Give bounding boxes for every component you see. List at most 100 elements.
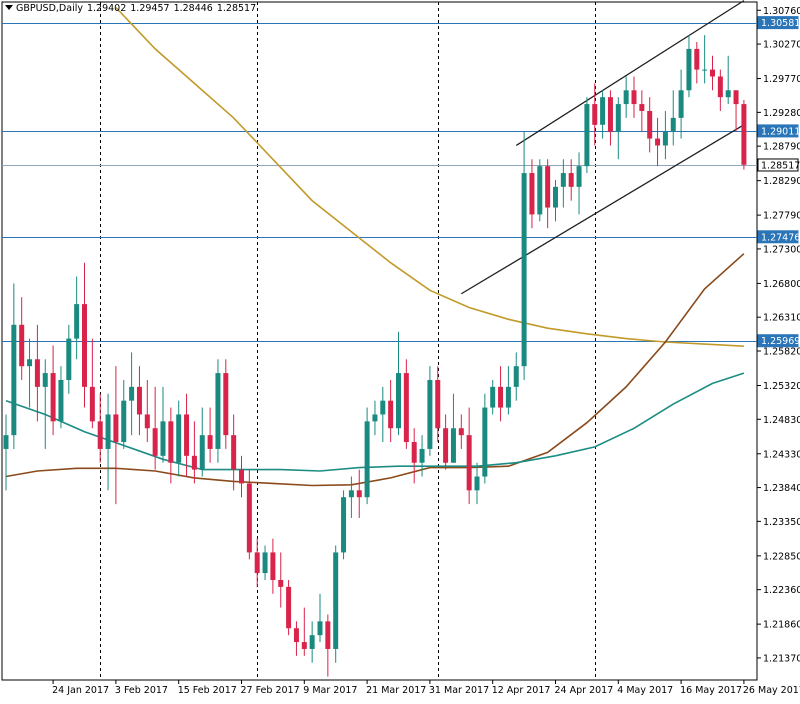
bear-candle-body [50,373,56,422]
bear-candle-body [733,90,739,105]
x-tick-label: 15 Feb 2017 [178,685,237,696]
bear-candle-body [231,435,237,470]
bear-candle-body [631,90,637,105]
bear-candle-body [191,455,197,470]
bear-candle-body [152,428,158,456]
y-tick-label: 1.28290 [763,176,800,187]
bear-candle-body [301,642,307,649]
bull-candle-body [505,386,511,408]
bear-candle-body [82,304,87,387]
bear-candle-body [270,552,276,580]
y-tick-label: 1.21860 [763,620,800,631]
bull-candle-body [521,173,527,367]
y-tick-label: 1.25320 [763,381,800,392]
x-tick-label: 27 Feb 2017 [241,685,300,696]
bear-candle-body [168,421,174,463]
bull-candle-body [105,414,111,449]
bull-candle-body [121,400,127,443]
bull-candle-body [380,400,386,415]
bear-candle-body [144,414,150,429]
price-tag [757,158,799,172]
bear-candle-body [356,490,362,498]
y-tick-label: 1.21370 [763,653,800,664]
bull-candle-body [11,324,17,436]
bear-candle-body [254,552,260,574]
bear-candle-body [403,373,409,443]
bull-candle-body [702,69,708,71]
bull-candle-body [623,90,629,105]
y-tick-label: 1.24830 [763,415,800,426]
bear-candle-body [97,421,103,449]
y-tick-label: 1.26800 [763,279,800,290]
bull-candle-body [482,407,488,477]
bull-candle-body [215,373,221,449]
y-tick-label: 1.25820 [763,347,800,358]
bear-candle-body [223,373,229,436]
bull-candle-body [333,552,339,649]
chart-header: GBPUSD,Daily 1.29402 1.29457 1.28446 1.28517 [5,3,256,14]
bull-candle-body [176,414,182,463]
bear-candle-body [647,110,653,139]
bear-candle-body [710,69,715,77]
x-tick-label: 21 Mar 2017 [366,685,426,696]
moving-average-line [115,6,744,347]
price-tag [757,334,799,348]
bear-candle-body [466,435,472,491]
bull-candle-body [199,435,205,470]
y-tick-label: 1.29770 [763,74,800,85]
bear-candle-body [89,386,95,422]
bull-candle-body [419,448,425,463]
bull-candle-body [74,304,80,339]
y-tick-label: 1.22850 [763,551,800,562]
dropdown-triangle-icon[interactable] [5,5,13,10]
bear-candle-body [458,428,464,436]
bull-candle-body [474,476,480,491]
bear-candle-body [239,469,244,484]
price-tag [757,124,799,138]
bear-candle-body [411,442,417,463]
moving-average-line [5,253,745,487]
bull-candle-body [372,414,378,422]
bear-candle-body [136,386,142,415]
x-tick-label: 4 May 2017 [617,685,673,696]
bull-candle-body [600,97,606,125]
y-tick-label: 1.23350 [763,517,800,528]
price-tag-label: 1.29011 [761,126,800,137]
bear-candle-body [655,138,661,146]
bull-candle-body [450,428,456,463]
bear-candle-body [694,48,700,70]
x-tick-label: 16 May 2017 [680,685,742,696]
bull-candle-body [615,104,621,132]
open-value: 1.29402 [86,3,127,14]
bear-candle-body [568,173,574,187]
bull-candle-body [576,166,582,187]
bear-candle-body [639,104,645,111]
bull-candle-body [553,186,558,208]
bull-candle-body [58,379,64,422]
price-tag-label: 1.27476 [761,232,800,243]
bull-candle-body [66,338,72,380]
bull-candle-body [584,104,590,167]
bear-candle-body [388,400,394,429]
bull-candle-body [662,131,668,146]
bull-candle-body [129,386,135,401]
bear-candle-body [498,386,504,408]
x-tick-label: 26 May 2017 [743,685,800,696]
y-tick-label: 1.30270 [763,40,800,51]
bull-candle-body [427,379,433,449]
bull-candle-body [27,359,33,367]
bull-candle-body [160,421,166,456]
x-tick-label: 9 Mar 2017 [303,685,357,696]
bear-candle-body [293,628,299,643]
bull-candle-body [678,90,684,118]
bear-candle-body [529,173,535,215]
bear-candle-body [435,379,441,429]
bear-candle-body [592,104,598,125]
bull-candle-body [670,117,676,132]
y-tick-label: 1.27790 [763,211,800,222]
bear-candle-body [741,104,747,165]
bull-candle-body [42,373,48,387]
bull-candle-body [348,490,354,498]
low-value: 1.28446 [173,3,213,14]
